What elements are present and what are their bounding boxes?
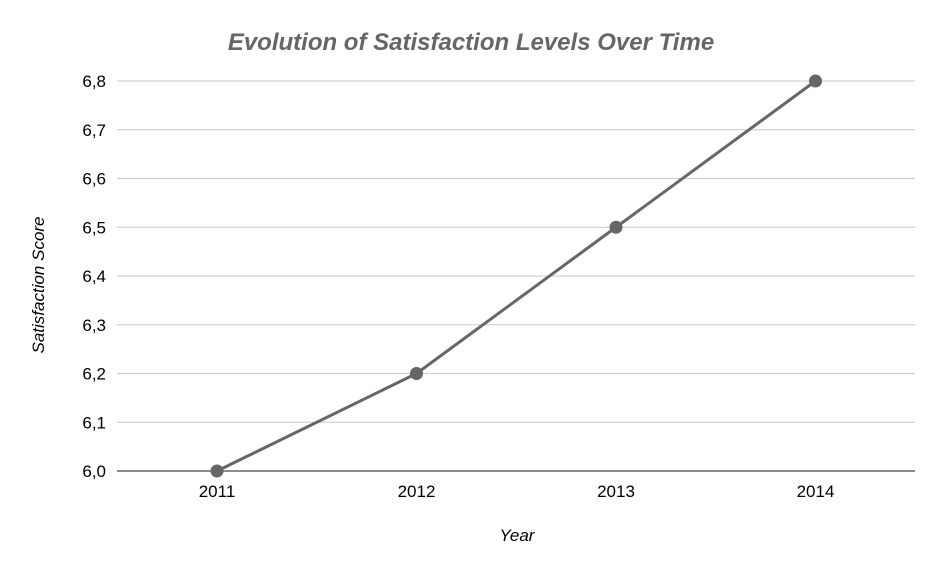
data-markers — [210, 74, 822, 478]
y-tick-label: 6,1 — [82, 413, 106, 432]
y-axis-label: Satisfaction Score — [29, 216, 48, 353]
data-point — [410, 367, 423, 380]
chart-title: Evolution of Satisfaction Levels Over Ti… — [228, 29, 714, 56]
y-tick-label: 6,8 — [82, 72, 106, 91]
data-point — [809, 74, 822, 88]
y-tick-label: 6,5 — [82, 218, 106, 237]
y-axis-ticks: 6,0 6,1 6,2 6,3 6,4 6,5 6,6 6,7 6,8 — [82, 72, 106, 481]
y-tick-label: 6,0 — [82, 462, 106, 481]
data-point — [210, 464, 224, 478]
x-tick-label: 2014 — [797, 482, 835, 501]
y-tick-label: 6,6 — [82, 170, 106, 189]
series-line — [216, 79, 817, 473]
y-tick-label: 6,4 — [82, 267, 106, 286]
y-tick-label: 6,3 — [82, 316, 106, 335]
data-point — [609, 220, 623, 234]
gridlines — [117, 80, 915, 423]
x-tick-label: 2011 — [199, 482, 236, 501]
x-axis-ticks: 2011 2012 2013 2014 — [199, 482, 835, 501]
series-path — [216, 79, 817, 473]
x-tick-label: 2012 — [398, 482, 436, 501]
y-tick-label: 6,7 — [82, 121, 106, 140]
y-tick-label: 6,2 — [82, 365, 106, 384]
x-axis-label: Year — [500, 526, 536, 545]
x-tick-label: 2013 — [597, 482, 635, 501]
